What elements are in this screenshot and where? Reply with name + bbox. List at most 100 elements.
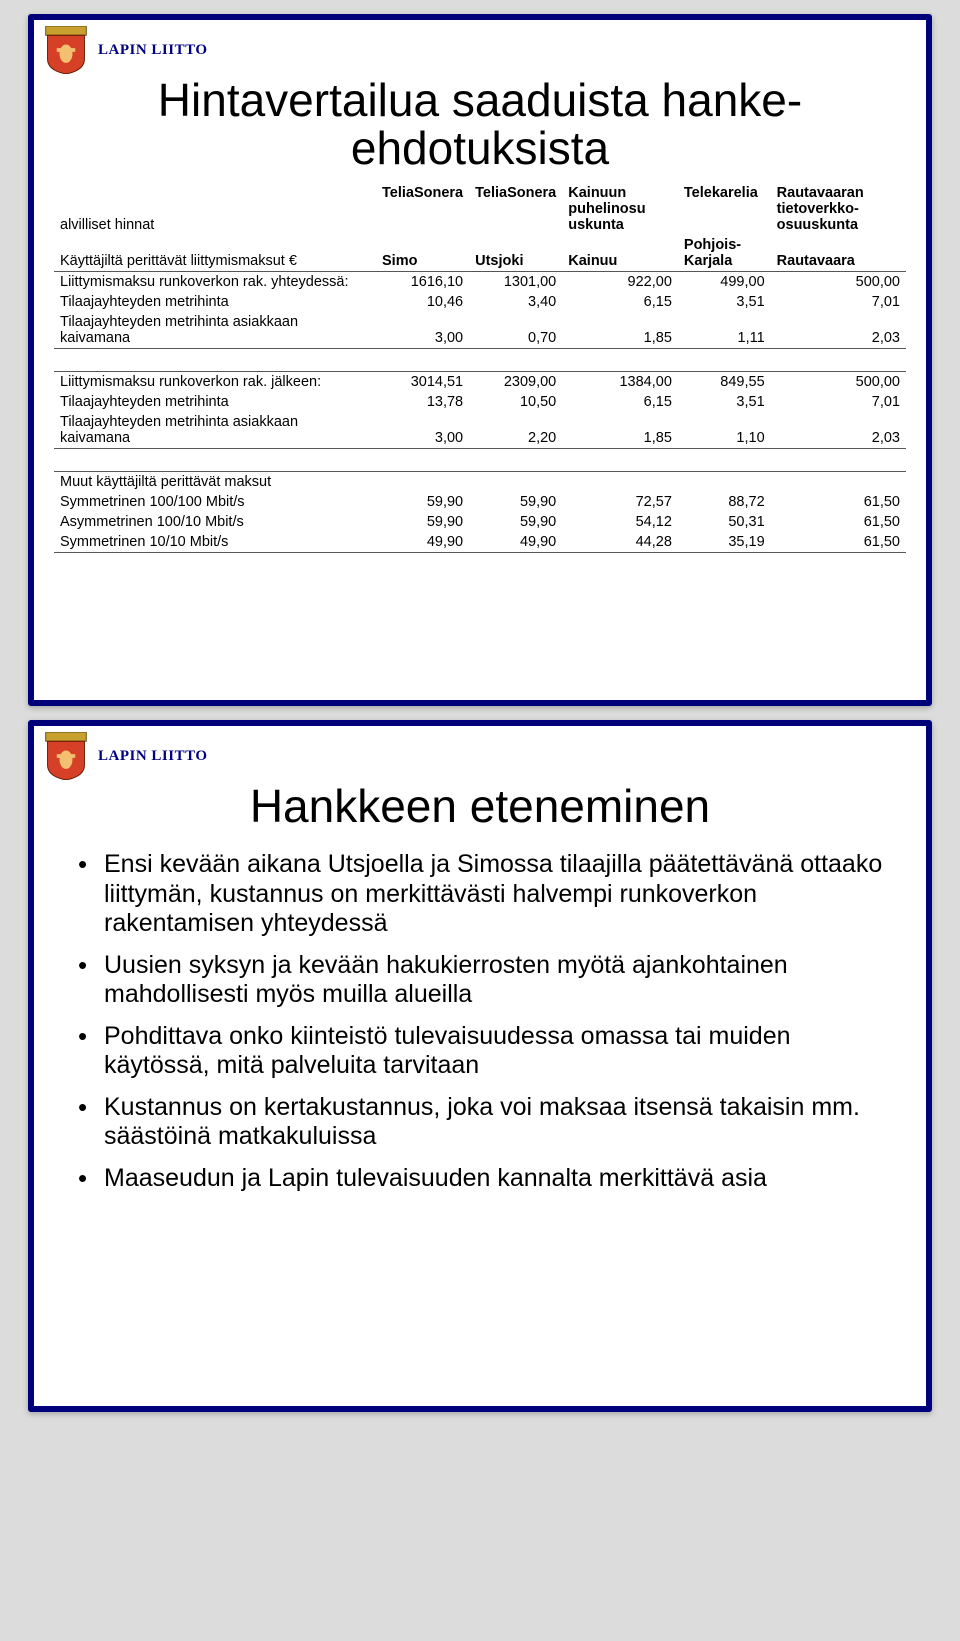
- cell: Asymmetrinen 100/10 Mbit/s: [54, 512, 376, 532]
- cell: alvilliset hinnat: [54, 183, 376, 235]
- table-row: Tilaajayhteyden metrihinta 13,78 10,50 6…: [54, 392, 906, 412]
- cell: Tilaajayhteyden metrihinta asiakkaan kai…: [54, 412, 376, 449]
- table-row: Muut käyttäjiltä perittävät maksut: [54, 471, 906, 492]
- cell: Kainuu: [562, 235, 678, 272]
- slide-1: LAPIN LIITTO Hintavertailua saaduista ha…: [28, 14, 932, 706]
- cell: 3014,51: [376, 371, 469, 392]
- cell: 59,90: [376, 492, 469, 512]
- cell: Rautavaara: [771, 235, 906, 272]
- slide-2: LAPIN LIITTO Hankkeen eteneminen Ensi ke…: [28, 720, 932, 1412]
- list-item: Maaseudun ja Lapin tulevaisuuden kannalt…: [78, 1164, 896, 1194]
- cell: 59,90: [469, 492, 562, 512]
- cell: 849,55: [678, 371, 771, 392]
- cell: 3,00: [376, 312, 469, 349]
- cell: 3,40: [469, 292, 562, 312]
- cell: Tilaajayhteyden metrihinta: [54, 292, 376, 312]
- cell: 59,90: [469, 512, 562, 532]
- coat-of-arms-icon: [44, 732, 88, 780]
- cell: 44,28: [562, 532, 678, 553]
- price-table: alvilliset hinnat TeliaSonera TeliaSoner…: [54, 183, 906, 553]
- cell: 2,20: [469, 412, 562, 449]
- cell: 500,00: [771, 371, 906, 392]
- page: LAPIN LIITTO Hintavertailua saaduista ha…: [0, 14, 960, 1412]
- cell: 1616,10: [376, 271, 469, 292]
- cell: Utsjoki: [469, 235, 562, 272]
- table-header-regions: Käyttäjiltä perittävät liittymismaksut €…: [54, 235, 906, 272]
- org-name: LAPIN LIITTO: [98, 748, 208, 765]
- cell: 7,01: [771, 392, 906, 412]
- title-line-1: Hintavertailua saaduista hanke-: [158, 74, 802, 126]
- cell: 49,90: [469, 532, 562, 553]
- cell: 2,03: [771, 412, 906, 449]
- cell: 10,50: [469, 392, 562, 412]
- cell: Liittymismaksu runkoverkon rak. jälkeen:: [54, 371, 376, 392]
- cell: 72,57: [562, 492, 678, 512]
- list-item: Ensi kevään aikana Utsjoella ja Simossa …: [78, 850, 896, 939]
- cell: 50,31: [678, 512, 771, 532]
- table-row: Symmetrinen 10/10 Mbit/s 49,90 49,90 44,…: [54, 532, 906, 553]
- table-row: Symmetrinen 100/100 Mbit/s 59,90 59,90 7…: [54, 492, 906, 512]
- cell: 1301,00: [469, 271, 562, 292]
- cell: Muut käyttäjiltä perittävät maksut: [54, 471, 376, 492]
- cell: Symmetrinen 100/100 Mbit/s: [54, 492, 376, 512]
- org-name: LAPIN LIITTO: [98, 42, 208, 59]
- cell: 54,12: [562, 512, 678, 532]
- cell: 61,50: [771, 492, 906, 512]
- table-row: Tilaajayhteyden metrihinta asiakkaan kai…: [54, 412, 906, 449]
- cell: 6,15: [562, 392, 678, 412]
- cell: 49,90: [376, 532, 469, 553]
- cell: 1384,00: [562, 371, 678, 392]
- cell: 500,00: [771, 271, 906, 292]
- slide-2-title: Hankkeen eteneminen: [54, 782, 906, 830]
- cell: Tilaajayhteyden metrihinta: [54, 392, 376, 412]
- table-row: Tilaajayhteyden metrihinta asiakkaan kai…: [54, 312, 906, 349]
- list-item: Pohdittava onko kiinteistö tulevaisuudes…: [78, 1022, 896, 1081]
- cell: Liittymismaksu runkoverkon rak. yhteydes…: [54, 271, 376, 292]
- cell: 61,50: [771, 512, 906, 532]
- slide-header: LAPIN LIITTO: [34, 726, 926, 780]
- cell: Symmetrinen 10/10 Mbit/s: [54, 532, 376, 553]
- bullet-list: Ensi kevään aikana Utsjoella ja Simossa …: [34, 850, 926, 1229]
- cell: Telekarelia: [678, 183, 771, 235]
- cell: 499,00: [678, 271, 771, 292]
- cell: 1,85: [562, 412, 678, 449]
- table-row: Asymmetrinen 100/10 Mbit/s 59,90 59,90 5…: [54, 512, 906, 532]
- cell: 35,19: [678, 532, 771, 553]
- cell: 3,51: [678, 392, 771, 412]
- cell: 3,51: [678, 292, 771, 312]
- cell: Käyttäjiltä perittävät liittymismaksut €: [54, 235, 376, 272]
- cell: Tilaajayhteyden metrihinta asiakkaan kai…: [54, 312, 376, 349]
- list-item: Kustannus on kertakustannus, joka voi ma…: [78, 1093, 896, 1152]
- cell: TeliaSonera: [376, 183, 469, 235]
- cell: 922,00: [562, 271, 678, 292]
- cell: Simo: [376, 235, 469, 272]
- slide-1-title: Hintavertailua saaduista hanke- ehdotuks…: [54, 76, 906, 173]
- table-row: Liittymismaksu runkoverkon rak. jälkeen:…: [54, 371, 906, 392]
- slide-header: LAPIN LIITTO: [34, 20, 926, 74]
- list-item: Uusien syksyn ja kevään hakukierrosten m…: [78, 951, 896, 1010]
- cell: 10,46: [376, 292, 469, 312]
- cell: Rautavaaran tietoverkko-osuuskunta: [771, 183, 906, 235]
- cell: 2309,00: [469, 371, 562, 392]
- cell: 0,70: [469, 312, 562, 349]
- cell: Kainuun puhelinosu uskunta: [562, 183, 678, 235]
- table-row: Tilaajayhteyden metrihinta 10,46 3,40 6,…: [54, 292, 906, 312]
- table-header-companies: alvilliset hinnat TeliaSonera TeliaSoner…: [54, 183, 906, 235]
- cell: 3,00: [376, 412, 469, 449]
- cell: TeliaSonera: [469, 183, 562, 235]
- spacer: [54, 348, 906, 371]
- title-line-2: ehdotuksista: [351, 122, 609, 174]
- coat-of-arms-icon: [44, 26, 88, 74]
- spacer: [54, 448, 906, 471]
- cell: 61,50: [771, 532, 906, 553]
- cell: 6,15: [562, 292, 678, 312]
- cell: 88,72: [678, 492, 771, 512]
- cell: 1,85: [562, 312, 678, 349]
- cell: 7,01: [771, 292, 906, 312]
- cell: 1,10: [678, 412, 771, 449]
- cell: 59,90: [376, 512, 469, 532]
- cell: 1,11: [678, 312, 771, 349]
- cell: 2,03: [771, 312, 906, 349]
- table-row: Liittymismaksu runkoverkon rak. yhteydes…: [54, 271, 906, 292]
- cell: Pohjois-Karjala: [678, 235, 771, 272]
